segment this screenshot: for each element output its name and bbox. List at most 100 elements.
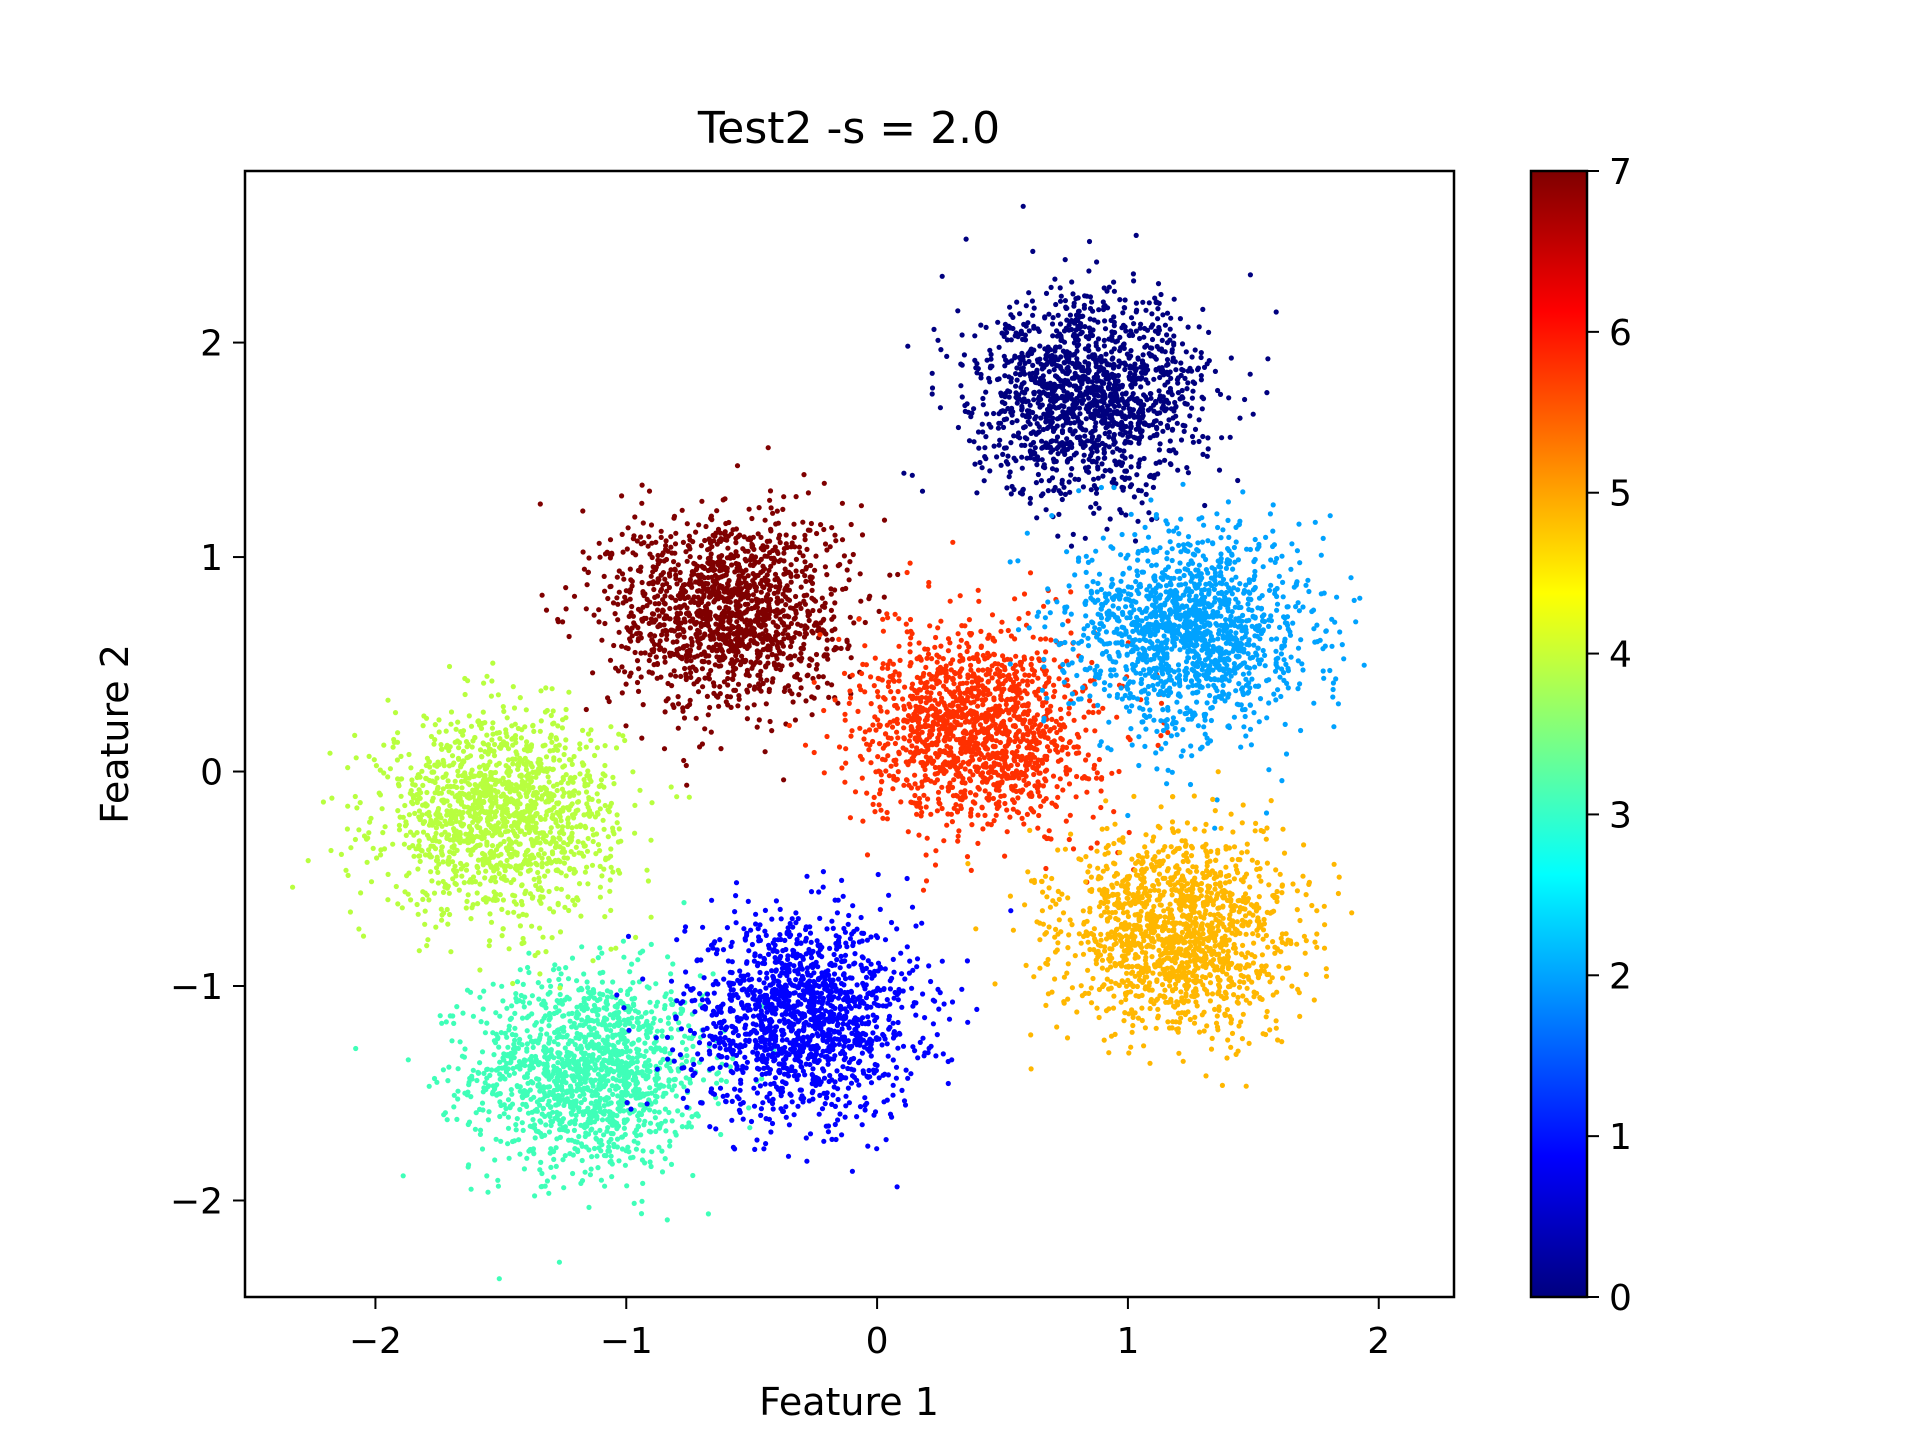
scatter-point bbox=[563, 706, 569, 713]
scatter-point bbox=[684, 1124, 690, 1130]
scatter-point bbox=[757, 922, 763, 928]
scatter-point bbox=[718, 663, 724, 669]
scatter-point bbox=[556, 1000, 562, 1006]
scatter-point bbox=[502, 815, 508, 822]
scatter-point bbox=[646, 985, 652, 991]
scatter-point bbox=[777, 1070, 783, 1076]
scatter-point bbox=[711, 1020, 717, 1027]
scatter-point bbox=[409, 799, 415, 805]
scatter-point bbox=[478, 1019, 484, 1025]
scatter-point bbox=[605, 1148, 611, 1154]
scatter-point bbox=[485, 1066, 491, 1072]
scatter-point bbox=[867, 1036, 873, 1042]
scatter-point bbox=[881, 1033, 887, 1039]
scatter-point bbox=[778, 916, 784, 922]
scatter-point bbox=[577, 823, 584, 830]
scatter-point bbox=[772, 955, 778, 961]
scatter-point bbox=[622, 1131, 628, 1138]
scatter-point bbox=[837, 1111, 843, 1117]
scatter-point bbox=[608, 846, 614, 852]
scatter-point bbox=[762, 1030, 768, 1036]
scatter-point bbox=[539, 1183, 545, 1190]
scatter-point bbox=[762, 907, 769, 914]
scatter-point bbox=[430, 778, 436, 784]
scatter-point bbox=[640, 976, 646, 982]
scatter-point bbox=[594, 1113, 600, 1119]
scatter-point bbox=[424, 943, 430, 949]
scatter-point bbox=[821, 526, 827, 533]
scatter-point bbox=[546, 1190, 552, 1196]
scatter-point bbox=[845, 1085, 852, 1091]
scatter-point bbox=[527, 853, 533, 859]
scatter-point bbox=[794, 941, 800, 947]
scatter-point bbox=[447, 820, 453, 827]
scatter-point bbox=[574, 1009, 580, 1016]
scatter-point bbox=[569, 1111, 575, 1117]
scatter-point bbox=[602, 1081, 609, 1088]
scatter-point bbox=[615, 1001, 621, 1007]
scatter-point bbox=[537, 925, 543, 931]
scatter-point bbox=[652, 1088, 659, 1094]
scatter-point bbox=[791, 963, 797, 969]
scatter-point bbox=[716, 703, 722, 709]
scatter-point bbox=[420, 723, 426, 729]
scatter-point bbox=[610, 774, 616, 781]
scatter-point bbox=[452, 794, 458, 800]
scatter-point bbox=[744, 959, 750, 965]
scatter-point bbox=[867, 1044, 873, 1050]
scatter-point bbox=[573, 1014, 579, 1020]
scatter-point bbox=[408, 788, 414, 794]
scatter-point bbox=[704, 991, 711, 997]
scatter-point bbox=[517, 1106, 523, 1113]
scatter-point bbox=[618, 987, 624, 994]
scatter-point bbox=[688, 670, 694, 676]
scatter-point bbox=[686, 1120, 692, 1126]
scatter-point bbox=[819, 1032, 826, 1038]
scatter-point bbox=[737, 1049, 743, 1055]
scatter-point bbox=[630, 1040, 636, 1046]
scatter-point bbox=[519, 1120, 525, 1126]
scatter-point bbox=[754, 1065, 761, 1071]
scatter-point bbox=[475, 857, 482, 863]
scatter-point bbox=[610, 1075, 616, 1081]
scatter-point bbox=[597, 1048, 603, 1054]
scatter-point bbox=[597, 1127, 603, 1133]
scatter-point bbox=[492, 1084, 498, 1090]
scatter-point bbox=[431, 890, 438, 896]
scatter-point bbox=[545, 868, 551, 874]
scatter-point bbox=[829, 636, 835, 642]
scatter-point bbox=[516, 1137, 522, 1143]
scatter-point bbox=[877, 964, 883, 970]
scatter-point bbox=[654, 1066, 661, 1072]
scatter-point bbox=[860, 955, 866, 961]
scatter-point bbox=[846, 1059, 852, 1065]
scatter-point bbox=[586, 1204, 592, 1210]
scatter-point bbox=[835, 1014, 842, 1020]
scatter-point bbox=[819, 944, 825, 950]
scatter-point bbox=[524, 1028, 530, 1034]
scatter-point bbox=[871, 1070, 877, 1076]
scatter-point bbox=[811, 980, 818, 986]
scatter-point bbox=[808, 939, 814, 945]
scatter-point bbox=[829, 918, 835, 924]
scatter-point bbox=[724, 1054, 730, 1061]
scatter-point bbox=[733, 920, 739, 926]
scatter-point bbox=[621, 1108, 627, 1114]
scatter-point bbox=[713, 1126, 719, 1132]
scatter-point bbox=[818, 990, 825, 997]
scatter-point bbox=[830, 1003, 836, 1010]
scatter-point bbox=[498, 793, 504, 799]
scatter-point bbox=[832, 1103, 839, 1109]
scatter-point bbox=[591, 1119, 598, 1125]
scatter-point bbox=[648, 1025, 654, 1031]
scatter-point bbox=[410, 843, 416, 849]
scatter-point bbox=[602, 1108, 608, 1114]
scatter-point bbox=[535, 835, 541, 841]
scatter-point bbox=[602, 914, 608, 920]
scatter-point bbox=[524, 1041, 531, 1047]
scatter-point bbox=[513, 1127, 519, 1133]
scatter-point bbox=[734, 1066, 740, 1072]
scatter-point bbox=[537, 501, 543, 507]
scatter-point bbox=[585, 768, 591, 774]
scatter-point bbox=[783, 988, 790, 994]
